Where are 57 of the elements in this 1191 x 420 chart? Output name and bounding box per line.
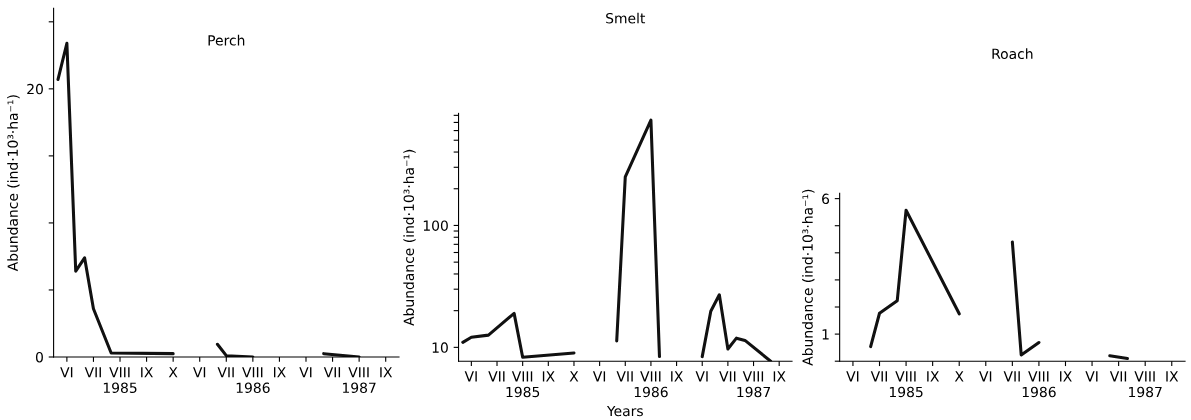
x-tick-label: VII bbox=[616, 371, 633, 382]
x-tick-label: VII bbox=[217, 367, 234, 378]
y-tick-label: 1 bbox=[822, 329, 829, 340]
x-tick-label: VI bbox=[60, 367, 73, 378]
x-tick-label: VII bbox=[323, 367, 341, 378]
y-axis-title: Abundance (ind·10³·ha⁻¹) bbox=[7, 95, 20, 272]
x-tick-label: VI bbox=[299, 367, 312, 378]
x-tick-label: VIII 1986 bbox=[236, 367, 270, 394]
x-tick-label: IX bbox=[671, 371, 683, 382]
x-tick-label: IX bbox=[380, 367, 393, 378]
line-series bbox=[615, 118, 662, 359]
y-axis-title: Abundance (ind·10³·ha⁻¹) bbox=[403, 149, 416, 326]
x-tick-label: X bbox=[569, 371, 579, 382]
x-tick-label: VI bbox=[846, 371, 859, 382]
x-tick-label: IX bbox=[927, 371, 940, 382]
x-tick-label: IX bbox=[141, 367, 153, 378]
y-tick-label: 100 bbox=[423, 220, 448, 231]
x-tick-label: IX bbox=[1060, 371, 1072, 382]
x-tick-label: VIII 1986 bbox=[634, 371, 668, 398]
x-tick-label: VIII 1987 bbox=[737, 371, 771, 398]
line-series bbox=[56, 41, 175, 356]
y-axis-title: Abundance (ind·10³·ha⁻¹) bbox=[802, 189, 815, 366]
x-tick-label: VI bbox=[464, 371, 477, 382]
x-tick-label: VIII 1987 bbox=[342, 367, 376, 394]
x-tick-label: VII bbox=[870, 371, 887, 382]
x-tick-label: IX bbox=[773, 371, 786, 382]
x-tick-label: VII bbox=[1003, 371, 1020, 382]
line-series bbox=[700, 293, 773, 362]
x-tick-label: VI bbox=[979, 371, 992, 382]
x-tick-label: VIII 1986 bbox=[1022, 371, 1056, 398]
x-tick-label: VI bbox=[695, 371, 708, 382]
x-tick-label: X bbox=[168, 367, 178, 378]
x-tick-label: VII bbox=[1109, 371, 1127, 382]
x-tick-label: VIII 1987 bbox=[1129, 371, 1162, 398]
x-tick-label: IX bbox=[542, 371, 555, 382]
y-tick-label: 10 bbox=[432, 342, 448, 353]
x-tick-label: VII bbox=[84, 367, 101, 378]
y-tick-label: 20 bbox=[27, 83, 43, 95]
y-tick-label: 6 bbox=[822, 193, 830, 205]
x-tick-label: VIII 1985 bbox=[889, 371, 923, 398]
x-tick-label: VII bbox=[488, 371, 505, 382]
text: Perch bbox=[208, 34, 245, 46]
x-tick-label: VIII 1985 bbox=[506, 371, 540, 398]
line-series bbox=[461, 311, 576, 359]
y-tick-label: 0 bbox=[35, 351, 43, 363]
x-tick-label: VIII 1985 bbox=[103, 367, 137, 394]
x-tick-label: VI bbox=[193, 367, 206, 378]
chart-title: Roach bbox=[992, 48, 1033, 60]
x-tick-label: VI bbox=[592, 371, 606, 382]
x-tick-label: IX bbox=[273, 367, 286, 378]
x-tick-label: VI bbox=[1085, 371, 1098, 382]
x-axis-title: Years bbox=[606, 405, 643, 417]
x-tick-label: X bbox=[954, 371, 964, 382]
x-tick-label: VII bbox=[719, 371, 736, 382]
x-tick-label: IX bbox=[1166, 371, 1179, 382]
line-series bbox=[869, 208, 961, 349]
chart-title: Smelt bbox=[606, 12, 646, 24]
